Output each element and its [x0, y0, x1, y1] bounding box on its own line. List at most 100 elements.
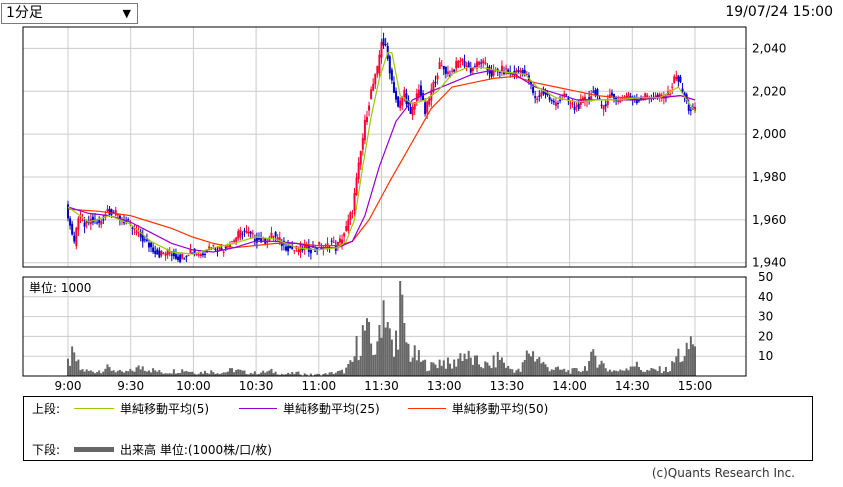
- volume-bar: [318, 373, 321, 376]
- volume-bar: [471, 364, 474, 376]
- volume-y-tick-label: 50: [758, 270, 773, 284]
- candle-body: [544, 90, 547, 95]
- volume-bar: [573, 367, 576, 376]
- volume-bar: [262, 370, 265, 376]
- candle-body: [405, 93, 408, 104]
- volume-bar: [376, 341, 379, 376]
- volume-bar: [351, 361, 354, 376]
- candle-body: [411, 106, 414, 116]
- candle-body: [108, 208, 111, 215]
- volume-bar: [544, 364, 547, 376]
- candle-body: [471, 67, 474, 72]
- volume-bar: [154, 370, 157, 376]
- candle-body: [239, 230, 242, 238]
- candle-body: [141, 234, 144, 242]
- candle-body: [349, 212, 352, 221]
- interval-select[interactable]: 1分足 ▼: [1, 3, 138, 24]
- candle-body: [613, 93, 616, 99]
- candle-body: [195, 253, 198, 255]
- candle-body: [534, 96, 537, 98]
- candle-body: [98, 220, 101, 223]
- candle-body: [428, 98, 431, 105]
- volume-bar: [486, 362, 489, 376]
- candle-body: [102, 219, 105, 221]
- candle-body: [444, 66, 447, 74]
- candle-body: [143, 239, 146, 241]
- candle-body: [677, 75, 680, 82]
- volume-bar: [118, 369, 121, 376]
- volume-bar: [500, 357, 503, 376]
- candle-body: [69, 218, 72, 226]
- candle-body: [106, 209, 109, 212]
- volume-bar: [125, 370, 128, 376]
- volume-bar: [266, 371, 269, 376]
- candle-body: [596, 88, 599, 97]
- volume-bar: [106, 364, 109, 376]
- volume-y-tick-label: 30: [758, 310, 773, 324]
- candle-body: [455, 61, 458, 69]
- volume-bar: [276, 374, 279, 376]
- candle-body: [654, 95, 657, 98]
- candle-body: [573, 106, 576, 110]
- volume-bar: [255, 374, 258, 376]
- candle-body: [469, 66, 472, 73]
- volume-bar: [608, 369, 611, 376]
- candle-body: [359, 151, 362, 165]
- volume-bar: [675, 356, 678, 376]
- volume-bar: [461, 360, 464, 376]
- volume-bar: [247, 374, 250, 376]
- volume-bar: [596, 367, 599, 376]
- volume-bar: [529, 356, 532, 376]
- volume-bar: [457, 358, 460, 376]
- x-tick-label: 10:30: [239, 379, 274, 393]
- candle-body: [351, 212, 354, 214]
- volume-bar: [249, 372, 252, 376]
- volume-bar: [401, 294, 404, 376]
- volume-bar: [349, 360, 352, 376]
- candle-body: [355, 177, 358, 196]
- candle-body: [567, 98, 570, 101]
- candle-body: [565, 94, 568, 96]
- volume-bar: [233, 372, 236, 376]
- volume-bar: [455, 366, 458, 376]
- candle-body: [372, 83, 375, 91]
- candle-body: [75, 227, 78, 246]
- volume-bar: [536, 358, 539, 376]
- candle-body: [251, 233, 254, 235]
- volume-bar: [222, 372, 225, 376]
- price-y-tick-label: 1,940: [752, 256, 786, 270]
- volume-bar: [480, 367, 483, 376]
- volume-bar: [100, 373, 103, 376]
- candle-body: [505, 68, 508, 70]
- volume-bar: [451, 368, 454, 376]
- candle-body: [465, 65, 468, 67]
- volume-bar: [563, 368, 566, 376]
- volume-bar: [166, 373, 169, 376]
- legend-upper-row: 上段: 単純移動平均(5) 単純移動平均(25) 単純移動平均(50): [32, 400, 548, 417]
- candle-body: [129, 222, 132, 224]
- volume-bar: [635, 361, 638, 376]
- volume-bar: [683, 356, 686, 376]
- candle-body: [490, 70, 493, 77]
- candle-body: [594, 90, 597, 96]
- candle-body: [85, 220, 88, 224]
- volume-bar: [602, 363, 605, 376]
- candle-body: [214, 248, 217, 250]
- volume-unit-label: 単位: 1000: [29, 280, 91, 295]
- volume-bar: [145, 371, 148, 376]
- candle-body: [127, 219, 130, 221]
- candle-body: [270, 232, 273, 238]
- volume-bar: [386, 321, 389, 376]
- candle-body: [233, 240, 236, 242]
- volume-bar: [517, 368, 520, 376]
- x-tick-label: 10:00: [176, 379, 211, 393]
- volume-bar: [123, 372, 126, 376]
- volume-bar: [592, 349, 595, 376]
- candle-body: [172, 251, 175, 257]
- volume-bar: [278, 374, 281, 376]
- candle-body: [199, 254, 202, 257]
- candle-body: [492, 70, 495, 76]
- volume-bar: [343, 373, 346, 376]
- candle-body: [284, 246, 287, 251]
- candle-body: [314, 250, 317, 252]
